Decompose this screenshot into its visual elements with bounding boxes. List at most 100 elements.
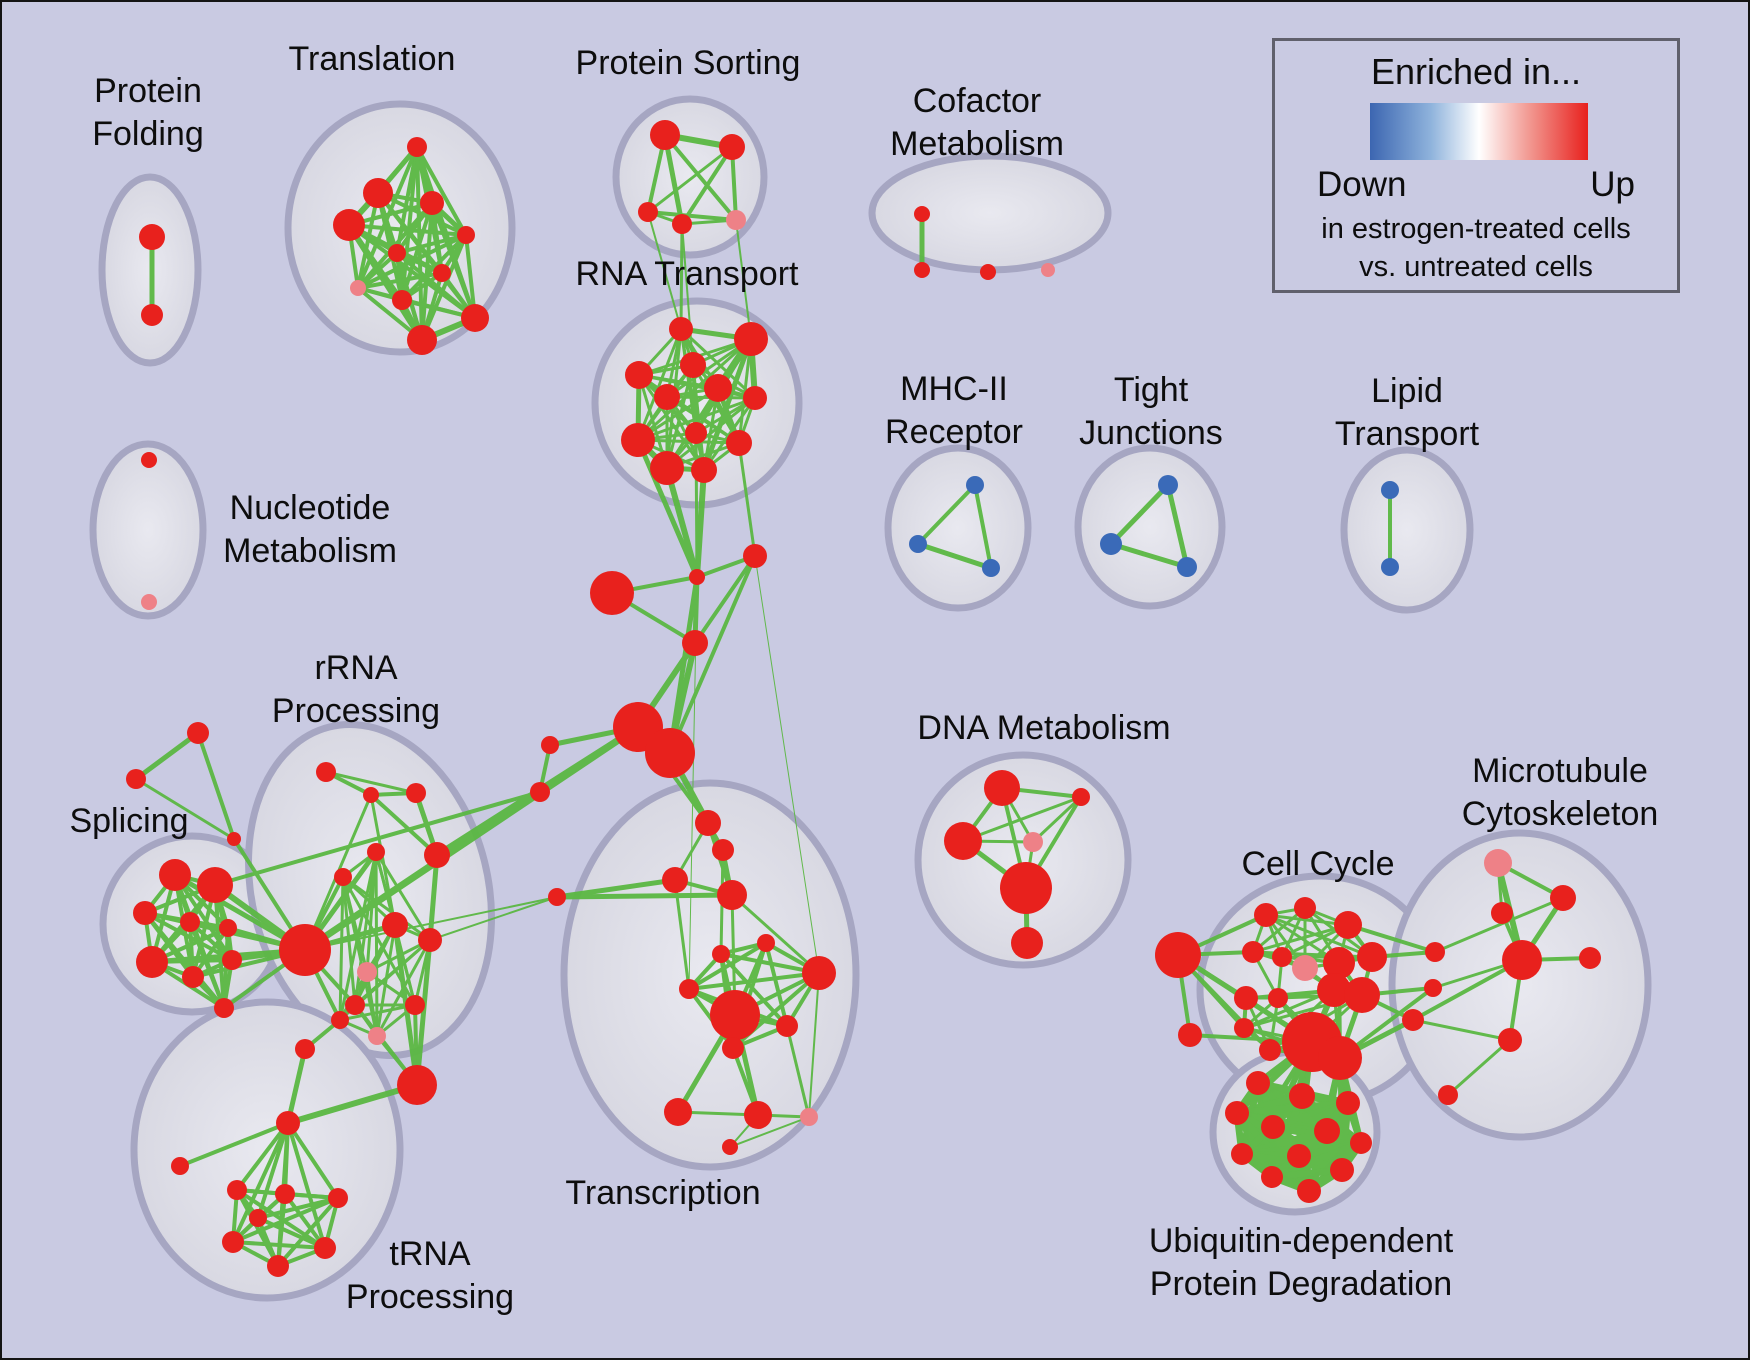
network-node [367,843,385,861]
network-node [1272,947,1292,967]
network-node [1425,942,1445,962]
network-edge [414,937,433,1088]
network-node [368,1027,386,1045]
network-edge [173,873,234,962]
network-node [141,452,157,468]
protein-sorting-ellipse [612,95,768,259]
network-edge [665,396,757,470]
network-edge [256,1216,327,1250]
network-node [679,979,699,999]
network-node [333,209,365,241]
network-edge [353,850,378,1007]
network-edge [667,574,700,756]
network-edge [1031,795,1083,844]
network-node [357,962,377,982]
network-edge [231,1196,340,1244]
network-edge [356,271,444,290]
microtubule-cytoskeleton-label: Microtubule Cytoskeleton [1462,752,1659,833]
network-node [802,956,836,990]
legend-caption-line1: in estrogen-treated cells [1321,213,1631,245]
rrna-processing-label: rRNA Processing [272,649,440,730]
lipid-transport-ellipse [1340,446,1474,614]
network-node [279,924,331,976]
network-node [757,934,775,952]
network-edge [1165,482,1190,570]
network-edge [1446,1038,1512,1097]
network-node [744,1101,772,1129]
network-edge [188,920,226,1010]
network-node [180,912,200,932]
network-edge [647,211,682,330]
network-edge [256,1196,340,1220]
network-edge [178,1121,290,1168]
network-node [982,559,1000,577]
network-node [1000,862,1052,914]
network-edge [324,770,418,795]
network-node [214,998,234,1018]
network-edge [213,790,542,887]
network-edge [1433,896,1565,954]
network-node [197,867,233,903]
network-node [1268,988,1288,1008]
network-node [1158,475,1178,495]
trna-processing-label: tRNA Processing [346,1235,514,1316]
network-node [126,769,146,789]
network-node [650,451,684,485]
network-node [669,317,693,341]
network-node [139,224,165,250]
network-edge [735,219,752,340]
network-node [710,990,760,1040]
network-node [222,950,242,970]
network-edge [341,875,379,1038]
network-edge [637,373,706,472]
network-node [388,244,406,262]
network-edge [395,233,468,255]
network-edge [338,875,345,1022]
network-edge [785,1024,811,1119]
network-node [1402,1009,1424,1031]
network-edge [679,222,684,331]
network-node [743,386,767,410]
network-node [1234,1018,1254,1038]
network-edge [375,938,432,1038]
network-edge [235,1121,290,1192]
network-edge [702,337,753,472]
network-node [717,880,747,910]
network-node [1550,885,1576,911]
network-node [1318,1036,1362,1080]
network-node [1438,1085,1458,1105]
rna-transport-label: RNA Transport [576,255,800,293]
network-node [1491,902,1513,924]
nucleotide-metabolism-label: Nucleotide Metabolism [223,489,397,570]
network-edge [687,941,768,991]
network-node [682,630,708,656]
network-edge [764,941,789,1028]
network-node [1287,1144,1311,1168]
network-node [743,544,767,568]
network-node [800,1108,818,1126]
legend-caption-line2: vs. untreated cells [1359,251,1593,283]
network-edge [693,554,757,645]
network-edge [415,145,468,237]
ubiquitin-protein-degradation-label: Ubiquitin-dependent Protein Degradation [1149,1222,1454,1303]
network-node [222,1231,244,1253]
network-node [914,206,930,222]
network-node [712,945,730,963]
network-node [1072,788,1090,806]
network-node [984,770,1020,806]
network-node [314,1237,336,1259]
network-node [1259,1039,1281,1061]
network-node [1579,947,1601,969]
network-node [1289,1083,1315,1109]
translation-label: Translation [289,40,456,78]
network-edge [1108,541,1190,570]
network-node [363,787,379,803]
legend-box: Enriched in... Down Up in estrogen-treat… [1272,38,1680,293]
network-node [662,867,688,893]
tight-junctions-ellipse [1074,444,1226,610]
network-node [704,374,732,402]
network-node [530,782,550,802]
network-node [1350,1132,1372,1154]
network-node [397,1065,437,1105]
